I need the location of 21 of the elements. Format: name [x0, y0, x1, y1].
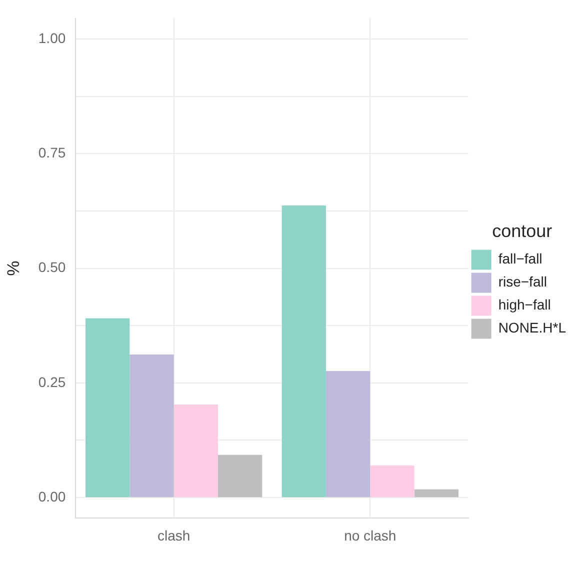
legend-title: contour	[492, 221, 552, 242]
x-tick-label: no clash	[344, 527, 396, 544]
bar	[174, 404, 218, 498]
legend-label: NONE.H*L	[498, 320, 566, 336]
bar	[282, 205, 326, 498]
bar	[218, 454, 262, 498]
bar	[130, 354, 174, 498]
legend-label: fall−fall	[498, 250, 542, 267]
bar	[414, 489, 458, 498]
bar	[370, 465, 414, 498]
y-tick-label: 0.25	[38, 374, 66, 390]
bar	[85, 318, 130, 498]
y-axis-title: %	[4, 260, 23, 276]
y-tick-label: 0.00	[38, 488, 66, 504]
y-tick-label: 0.75	[38, 144, 66, 161]
x-tick-label: clash	[157, 527, 190, 544]
legend-label: high−fall	[498, 296, 551, 313]
y-tick-label: 1.00	[38, 30, 66, 46]
legend-label: rise−fall	[498, 274, 547, 290]
bar	[326, 371, 370, 498]
y-tick-label: 0.50	[38, 259, 66, 276]
